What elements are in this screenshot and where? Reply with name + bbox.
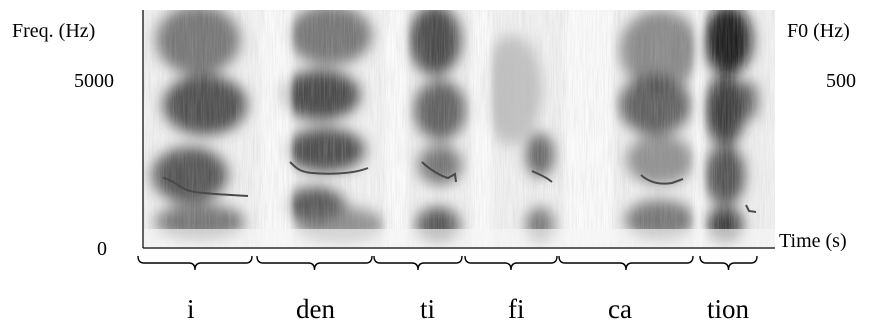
syllable-braces — [137, 255, 758, 271]
f0-pitch-track — [162, 161, 757, 213]
syllable-label: den — [296, 294, 335, 324]
frequency-max-label: 5000 — [74, 70, 114, 92]
f0-max-label: 500 — [826, 70, 856, 92]
syllable-label: ca — [608, 294, 632, 324]
syllable-label: ti — [420, 294, 436, 324]
syllable-label: tion — [707, 294, 750, 324]
syllable-label: fi — [508, 294, 525, 324]
frequency-axis-label: Freq. (Hz) — [12, 20, 96, 42]
spectrogram-image — [143, 10, 775, 247]
time-axis-label: Time (s) — [779, 230, 847, 252]
plot-axes — [142, 10, 775, 249]
frequency-min-label: 0 — [97, 238, 107, 260]
f0-axis-label: F0 (Hz) — [787, 20, 850, 42]
syllable-label: i — [187, 294, 195, 324]
